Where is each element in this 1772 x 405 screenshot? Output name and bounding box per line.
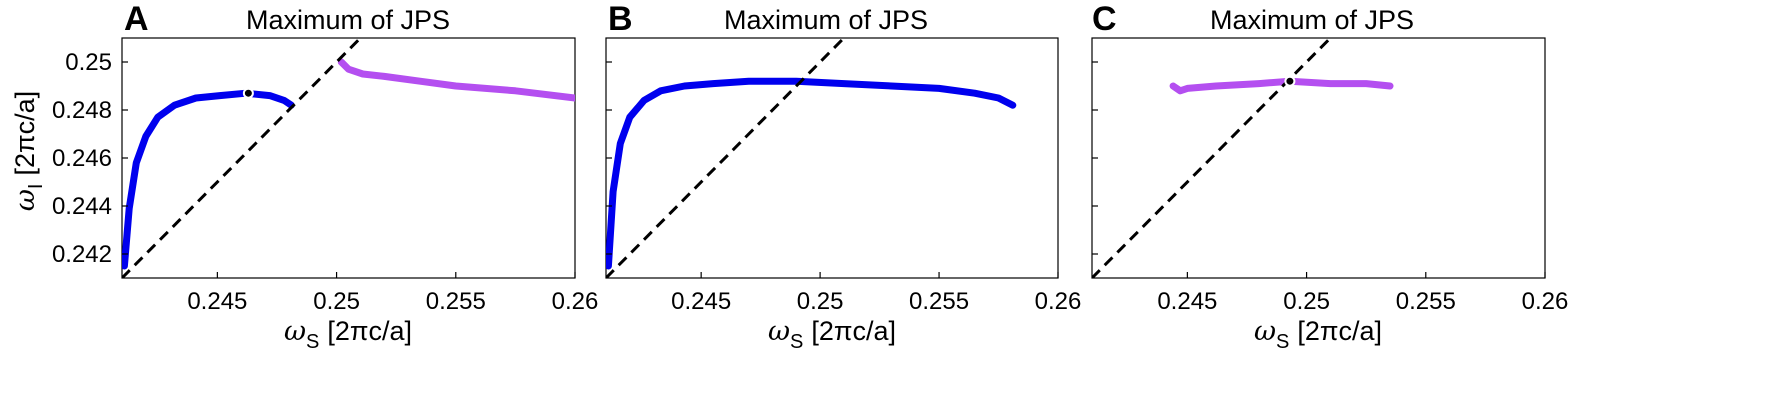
y-tick-label: 0.246 (52, 145, 112, 172)
crossing-point-marker (242, 87, 254, 99)
x-tick-label: 0.26 (552, 288, 599, 315)
x-axis-label-unit: [2πc/a] (327, 316, 412, 346)
panel-label-b: B (608, 0, 633, 38)
y-axis-label-symbol: ω (10, 189, 41, 211)
series-curve-1 (1169, 77, 1394, 95)
panel-c-xticks: 0.245 0.25 0.255 0.26 (1092, 61, 1569, 315)
panel-c-plot (1092, 38, 1394, 278)
diagonal-reference-line (122, 38, 362, 278)
x-tick-label: 0.245 (187, 288, 247, 315)
panel-a: A Maximum of JPS 0.2420.2440.2460.2480.2… (52, 0, 598, 353)
x-axis-label-subscript: S (1276, 331, 1289, 353)
x-tick-label: 0.255 (426, 288, 486, 315)
x-axis-label-subscript: S (790, 331, 803, 353)
panel-b: B Maximum of JPS 0.245 0.25 0.255 0.26 ωS [2… (605, 0, 1082, 353)
panel-a-x-axis-label: ωS [2πc/a] (284, 316, 412, 353)
series-curve-1 (122, 89, 295, 270)
diagonal-reference-line (1092, 38, 1332, 278)
x-axis-label-symbol: ω (768, 316, 790, 347)
x-tick-label: 0.245 (1157, 288, 1217, 315)
panel-c-x-axis-label: ωS [2πc/a] (1254, 316, 1382, 353)
series-curve-1 (606, 77, 1017, 270)
x-tick-label: 0.255 (1396, 288, 1456, 315)
y-tick-label: 0.25 (65, 49, 112, 76)
crossing-point-marker (1284, 75, 1296, 87)
panel-a-frame (121, 37, 576, 279)
panel-c-title: Maximum of JPS (1210, 5, 1414, 35)
y-axis-label-subscript: I (25, 184, 47, 190)
x-axis-label-unit: [2πc/a] (1297, 316, 1382, 346)
panel-label-c: C (1092, 0, 1117, 38)
x-tick-label: 0.255 (909, 288, 969, 315)
panel-b-frame (605, 37, 1059, 279)
x-tick-label: 0.26 (1522, 288, 1569, 315)
x-tick-label: 0.25 (797, 288, 844, 315)
x-tick-label: 0.245 (671, 288, 731, 315)
panel-b-xticks: 0.245 0.25 0.255 0.26 (606, 61, 1082, 315)
panel-a-xticks: 0.245 0.25 0.255 0.26 (187, 272, 598, 315)
x-tick-label: 0.25 (313, 288, 360, 315)
panel-a-title: Maximum of JPS (246, 5, 450, 35)
panel-b-plot (606, 38, 1017, 278)
panel-c-frame (1091, 37, 1546, 279)
x-axis-label-unit: [2πc/a] (811, 316, 896, 346)
x-axis-label-symbol: ω (1254, 316, 1276, 347)
x-axis-label-symbol: ω (284, 316, 306, 347)
panel-b-x-axis-label: ωS [2πc/a] (768, 316, 896, 353)
y-tick-label: 0.248 (52, 97, 112, 124)
panel-a-yticks: 0.242 0.244 0.246 0.248 0.25 (52, 49, 128, 268)
panel-label-a: A (124, 0, 149, 38)
panel-b-title: Maximum of JPS (724, 5, 928, 35)
series-curve-2 (337, 58, 575, 102)
y-axis-label: ωI [2πc/a] (10, 91, 47, 211)
y-tick-label: 0.242 (52, 241, 112, 268)
panel-a-plot (122, 38, 575, 278)
y-axis-label-unit: [2πc/a] (10, 91, 40, 176)
x-axis-label-subscript: S (306, 331, 319, 353)
x-tick-label: 0.26 (1035, 288, 1082, 315)
y-tick-label: 0.244 (52, 193, 112, 220)
panel-c: C Maximum of JPS 0.245 0.25 0.255 0.26 ωS [2… (1091, 0, 1569, 353)
x-tick-label: 0.25 (1283, 288, 1330, 315)
diagonal-reference-line (606, 38, 845, 278)
